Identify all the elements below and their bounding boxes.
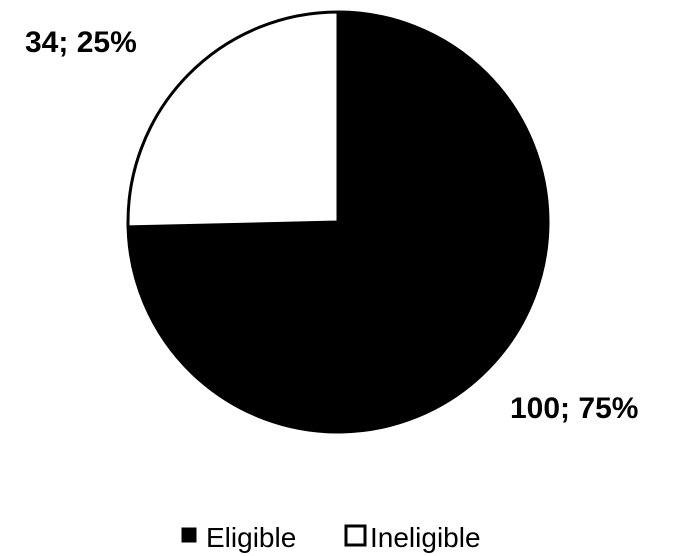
legend-label-ineligible: Ineligible <box>370 522 481 553</box>
data-label-ineligible: 34; 25% <box>25 26 137 59</box>
pie-slice-eligible <box>126 10 550 434</box>
legend-swatch-ineligible <box>344 524 367 547</box>
pie-slices <box>126 10 550 434</box>
legend-label-eligible: Eligible <box>206 522 296 553</box>
legend: Eligible Ineligible <box>181 522 481 553</box>
pie-slice-ineligible <box>126 10 340 229</box>
data-label-eligible: 100; 75% <box>510 392 638 425</box>
legend-swatch-eligible <box>181 527 197 543</box>
